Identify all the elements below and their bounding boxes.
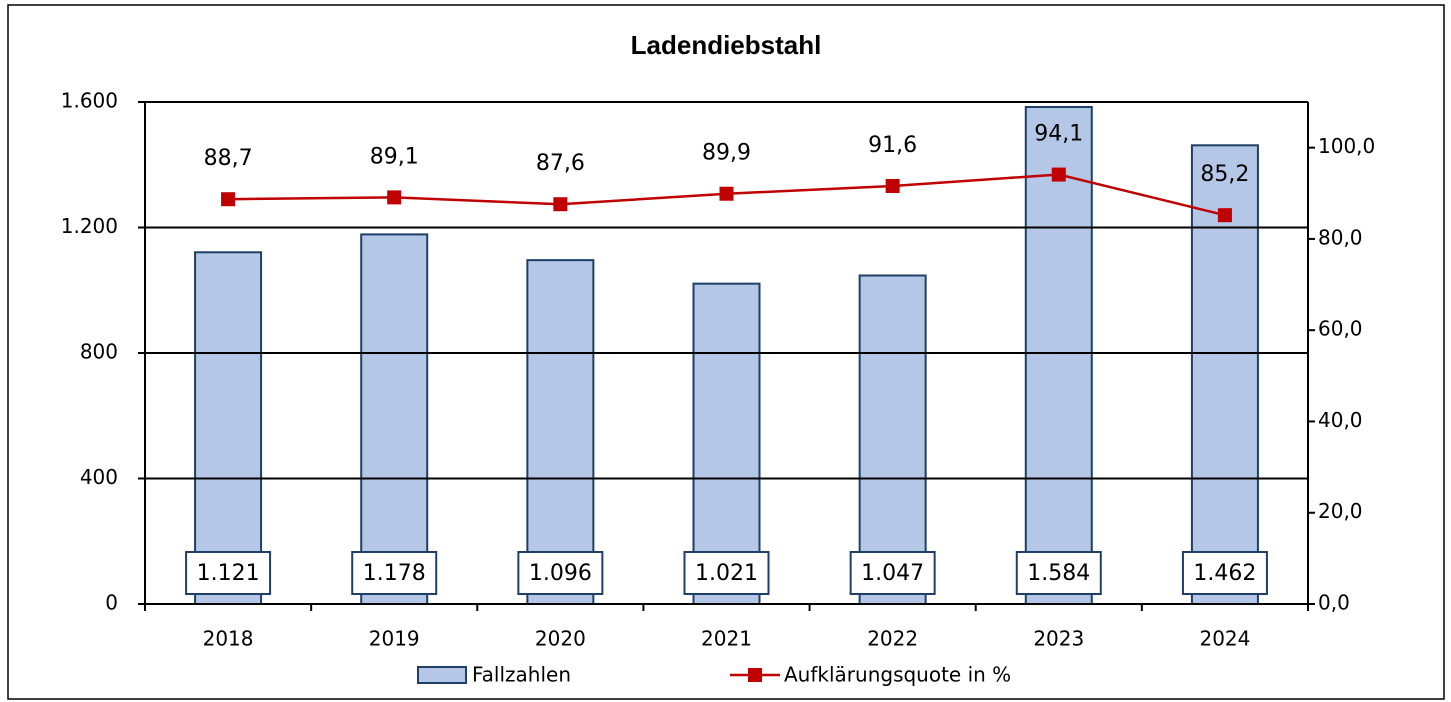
data-label: 1.047 <box>861 561 924 586</box>
y2-tick-label: 40,0 <box>1318 408 1363 432</box>
data-label-box <box>683 551 770 595</box>
y-tick-label: 400 <box>80 465 118 489</box>
y2-tick-label: 20,0 <box>1318 499 1363 523</box>
bar <box>526 259 595 605</box>
bar <box>360 233 429 605</box>
data-label-box <box>351 551 438 595</box>
y2-tick-label: 0,0 <box>1318 591 1350 615</box>
y2-tick-label: 100,0 <box>1318 134 1375 158</box>
x-tick-label: 2019 <box>369 627 420 651</box>
y-tick-label: 1.200 <box>61 214 118 238</box>
data-label: 85,2 <box>1200 162 1249 187</box>
data-label-box <box>185 551 272 595</box>
marker <box>1217 208 1232 223</box>
data-label: 1.178 <box>363 561 426 586</box>
y-tick-label: 0 <box>105 591 118 615</box>
x-tick-label: 2021 <box>701 627 752 651</box>
bar <box>1024 106 1093 606</box>
y2-tick-label: 60,0 <box>1318 317 1363 341</box>
legend-swatch <box>417 666 467 684</box>
data-label: 1.462 <box>1193 561 1256 586</box>
x-tick-label: 2024 <box>1199 627 1250 651</box>
legend-label: Fallzahlen <box>472 663 571 687</box>
bar <box>692 282 761 605</box>
marker <box>885 178 900 193</box>
legend-swatch <box>748 668 762 682</box>
marker <box>1051 167 1066 182</box>
x-tick-label: 2022 <box>867 627 918 651</box>
y-tick-label: 800 <box>80 340 118 364</box>
data-label: 89,1 <box>370 144 419 169</box>
data-label: 89,9 <box>702 141 751 166</box>
marker <box>221 192 236 207</box>
y2-tick-label: 80,0 <box>1318 225 1363 249</box>
legend-label: Aufklärungsquote in % <box>784 663 1011 687</box>
data-label: 1.121 <box>197 561 260 586</box>
data-label: 91,6 <box>868 133 917 158</box>
data-label: 88,7 <box>204 146 253 171</box>
data-label: 94,1 <box>1034 122 1083 147</box>
bar <box>194 251 263 605</box>
data-label-box <box>517 551 604 595</box>
data-label-box <box>849 551 936 595</box>
data-label: 1.021 <box>695 561 758 586</box>
chart-title: Ladendiebstahl <box>631 30 822 60</box>
y-tick-label: 1.600 <box>61 89 118 113</box>
data-label: 87,6 <box>536 151 585 176</box>
marker <box>387 190 402 205</box>
data-label-box <box>1181 551 1268 595</box>
marker <box>719 186 734 201</box>
x-tick-label: 2020 <box>535 627 586 651</box>
x-tick-label: 2018 <box>203 627 254 651</box>
marker <box>553 197 568 212</box>
data-label: 1.096 <box>529 561 592 586</box>
data-label-box <box>1015 551 1102 595</box>
data-label: 1.584 <box>1027 561 1090 586</box>
x-tick-label: 2023 <box>1033 627 1084 651</box>
